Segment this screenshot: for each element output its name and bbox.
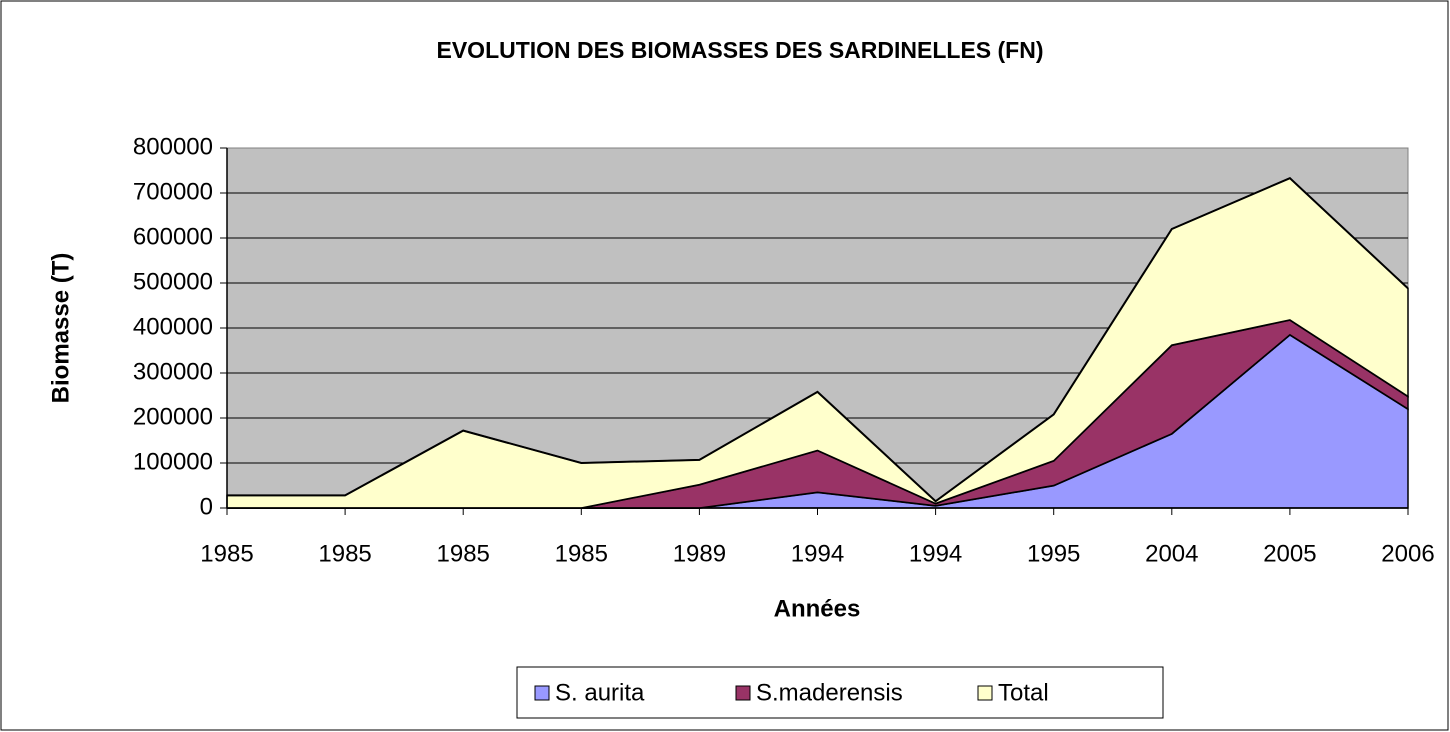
y-axis-title: Biomasse (T) bbox=[47, 253, 74, 404]
area-outline bbox=[227, 176, 1409, 503]
x-tick-label: 1989 bbox=[673, 540, 726, 567]
legend-label: S.maderensis bbox=[756, 679, 903, 706]
y-tick-label: 400000 bbox=[133, 313, 213, 340]
x-tick-label: 2006 bbox=[1381, 540, 1434, 567]
x-tick-label: 2004 bbox=[1145, 540, 1198, 567]
x-axis-title: Années bbox=[774, 595, 861, 622]
y-tick-label: 600000 bbox=[133, 223, 213, 250]
x-tick-label: 1994 bbox=[909, 540, 962, 567]
x-tick-label: 1985 bbox=[437, 540, 490, 567]
y-tick-label: 0 bbox=[200, 493, 213, 520]
x-tick-label: 1985 bbox=[200, 540, 253, 567]
y-tick-label: 300000 bbox=[133, 358, 213, 385]
y-tick-label: 100000 bbox=[133, 448, 213, 475]
x-tick-label: 1985 bbox=[555, 540, 608, 567]
legend-box bbox=[516, 666, 1164, 719]
legend-swatch bbox=[534, 685, 550, 701]
y-tick-label: 500000 bbox=[133, 268, 213, 295]
chart-title: EVOLUTION DES BIOMASSES DES SARDINELLES … bbox=[437, 37, 1044, 63]
x-tick-label: 2005 bbox=[1263, 540, 1316, 567]
x-tick-label: 1994 bbox=[791, 540, 844, 567]
y-tick-label: 800000 bbox=[133, 133, 213, 160]
y-tick-label: 700000 bbox=[133, 178, 213, 205]
legend-swatch bbox=[735, 685, 751, 701]
y-tick-label: 200000 bbox=[133, 403, 213, 430]
x-tick-label: 1995 bbox=[1027, 540, 1080, 567]
x-tick-label: 1985 bbox=[318, 540, 371, 567]
legend-label: S. aurita bbox=[555, 679, 645, 706]
legend-label: Total bbox=[998, 679, 1049, 706]
legend-swatch bbox=[977, 685, 993, 701]
